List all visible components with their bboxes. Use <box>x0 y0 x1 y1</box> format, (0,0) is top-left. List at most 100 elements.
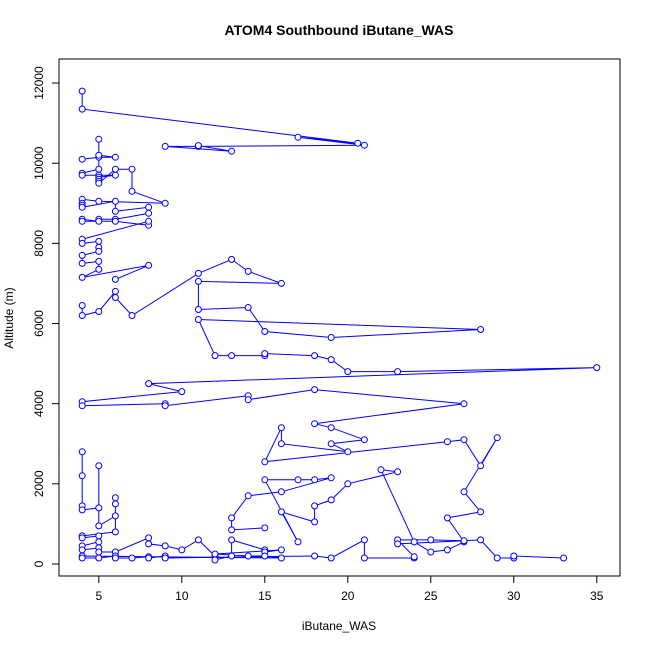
data-point <box>311 518 319 526</box>
data-point <box>95 165 103 173</box>
data-point <box>78 402 86 410</box>
data-point <box>377 466 385 474</box>
data-point <box>294 476 302 484</box>
data-point <box>277 424 285 432</box>
data-point <box>354 139 362 147</box>
data-point <box>443 514 451 522</box>
chart-title: ATOM4 Southbound iButane_WAS <box>225 22 454 38</box>
data-point <box>277 554 285 562</box>
data-point <box>261 524 269 532</box>
data-point <box>111 217 119 225</box>
y-tick-label: 0 <box>32 560 46 567</box>
plot-frame <box>58 58 621 577</box>
data-point <box>294 538 302 546</box>
data-point <box>145 203 153 211</box>
data-point <box>410 553 418 561</box>
data-point <box>261 552 269 560</box>
y-axis: 0 2000 4000 6000 8000 10000 12000 <box>32 66 60 567</box>
data-point <box>145 554 153 562</box>
data-point <box>194 536 202 544</box>
y-tick-label: 2000 <box>32 470 46 497</box>
data-point <box>360 536 368 544</box>
data-point <box>493 434 501 442</box>
data-point <box>78 251 86 259</box>
data-point <box>128 165 136 173</box>
data-point <box>394 368 402 376</box>
data-point <box>277 508 285 516</box>
data-point <box>78 554 86 562</box>
data-point <box>161 542 169 550</box>
data-point <box>111 554 119 562</box>
data-point <box>277 279 285 287</box>
x-tick-label: 5 <box>95 589 102 603</box>
data-point <box>194 269 202 277</box>
data-point <box>178 388 186 396</box>
data-point <box>78 302 86 309</box>
data-point <box>477 462 485 470</box>
data-point <box>327 424 335 432</box>
data-point <box>228 147 236 155</box>
data-point <box>244 396 252 404</box>
data-point <box>427 548 435 556</box>
data-point <box>327 334 335 341</box>
x-axis: 5 10 15 20 25 30 35 <box>95 575 604 603</box>
data-point <box>344 448 352 456</box>
data-point <box>111 494 119 502</box>
data-point <box>145 380 153 388</box>
data-point <box>327 356 335 364</box>
data-point <box>460 488 468 496</box>
data-point <box>510 552 518 560</box>
data-point <box>194 316 202 323</box>
data-point <box>161 402 169 410</box>
data-point <box>228 536 236 544</box>
data-point <box>477 508 485 516</box>
data-point <box>443 546 451 554</box>
data-point <box>593 364 601 372</box>
data-point <box>95 237 103 245</box>
data-point <box>95 247 103 255</box>
data-point <box>111 165 119 173</box>
data-point <box>460 436 468 444</box>
data-point <box>78 217 86 225</box>
data-point <box>261 350 269 358</box>
x-tick-label: 30 <box>507 589 521 603</box>
series-line <box>81 451 564 561</box>
data-point <box>394 468 402 476</box>
data-point <box>194 306 202 313</box>
data-point <box>145 209 153 217</box>
data-point <box>427 536 435 544</box>
data-point <box>360 554 368 562</box>
data-point <box>95 217 103 225</box>
data-point <box>78 239 86 247</box>
data-point <box>228 552 236 560</box>
x-tick-label: 25 <box>424 589 438 603</box>
data-point <box>244 267 252 275</box>
data-point <box>95 308 103 315</box>
data-point <box>443 438 451 446</box>
x-tick-label: 15 <box>258 589 272 603</box>
data-point <box>145 534 153 542</box>
data-point <box>111 528 119 536</box>
series-lines <box>81 91 597 561</box>
data-point <box>460 400 468 408</box>
data-point <box>161 554 169 562</box>
data-point <box>228 352 236 360</box>
data-point <box>344 480 352 488</box>
data-point <box>78 155 86 163</box>
data-point <box>344 368 352 376</box>
data-point <box>78 448 86 456</box>
data-point <box>477 536 485 544</box>
data-point <box>360 436 368 444</box>
data-point <box>95 548 103 556</box>
data-point <box>477 326 485 333</box>
data-point <box>128 187 136 195</box>
data-point <box>145 261 153 269</box>
data-point <box>311 386 319 394</box>
data-point <box>211 550 219 558</box>
y-tick-label: 10000 <box>32 146 46 180</box>
data-point <box>360 141 368 149</box>
x-axis-label: iButane_WAS <box>302 619 376 633</box>
data-point <box>211 352 219 360</box>
data-point <box>493 554 501 562</box>
data-point <box>95 257 103 265</box>
